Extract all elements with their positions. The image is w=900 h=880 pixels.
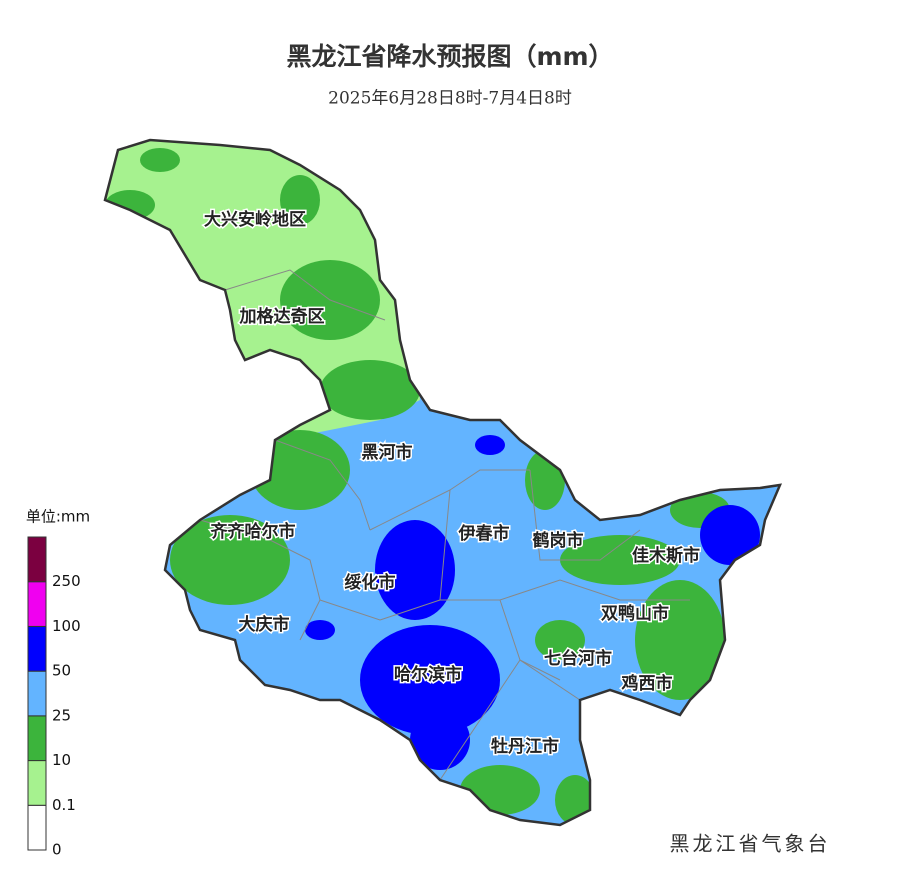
region-label: 七台河市 xyxy=(544,648,612,669)
legend-tick-label: 0.1 xyxy=(52,796,76,814)
legend-swatch xyxy=(27,625,47,672)
legend-swatch xyxy=(27,760,47,806)
title: 黑龙江省降水预报图（mm） xyxy=(286,42,613,71)
region-label: 绥化市 xyxy=(345,572,396,593)
region-label: 伊春市 xyxy=(458,523,510,544)
region-label: 大兴安岭地区 xyxy=(204,209,306,230)
legend-swatch xyxy=(27,536,47,583)
legend-tick-label: 25 xyxy=(52,706,71,724)
legend-tick-label: 0 xyxy=(52,841,62,859)
subtitle: 2025年6月28日8时-7月4日8时 xyxy=(328,89,572,109)
region-label: 鹤岗市 xyxy=(533,530,584,551)
region-label: 鸡西市 xyxy=(621,673,673,694)
district-borders xyxy=(199,269,690,781)
credit: 黑龙江省气象台 xyxy=(670,832,831,856)
legend-swatch xyxy=(27,581,47,627)
region-label: 哈尔滨市 xyxy=(394,664,462,685)
region-label: 佳木斯市 xyxy=(632,545,700,566)
legend-tick-label: 100 xyxy=(52,617,81,635)
region-label: 齐齐哈尔市 xyxy=(211,521,296,542)
legend-tick-label: 10 xyxy=(52,751,71,769)
legend-title: 单位:mm xyxy=(26,508,90,526)
region-label: 牡丹江市 xyxy=(491,736,559,757)
legend-swatch xyxy=(27,804,47,851)
region-label: 黑河市 xyxy=(362,442,413,463)
legend-swatch xyxy=(27,715,47,762)
legend-tick-label: 250 xyxy=(52,572,81,590)
legend-tick-label: 50 xyxy=(52,662,71,680)
precip-field xyxy=(105,140,780,825)
legend-swatch xyxy=(27,670,47,717)
region-label: 双鸭山市 xyxy=(601,603,669,624)
region-label: 加格达奇区 xyxy=(239,306,325,327)
region-label: 大庆市 xyxy=(239,614,290,635)
